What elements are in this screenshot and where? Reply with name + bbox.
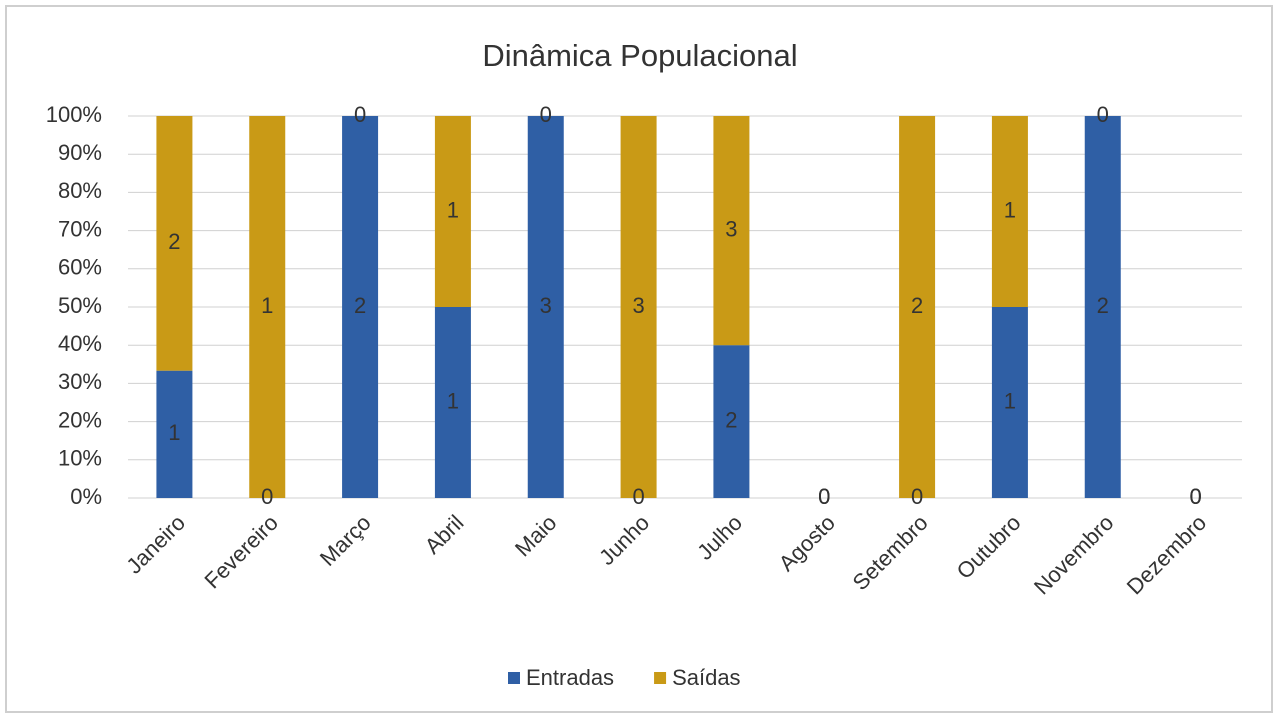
legend-swatch	[508, 672, 520, 684]
data-label: 0	[261, 484, 273, 509]
y-tick-label: 60%	[58, 255, 102, 280]
bar-segment	[991, 116, 1028, 307]
bar-segment	[620, 116, 657, 498]
data-label: 1	[261, 293, 273, 318]
bar-segment	[434, 116, 471, 307]
y-tick-label: 70%	[58, 216, 102, 241]
data-label: 3	[632, 293, 644, 318]
data-label: 0	[1189, 484, 1201, 509]
y-tick-label: 80%	[58, 178, 102, 203]
bar-segment	[899, 116, 936, 498]
bar-segment	[434, 307, 471, 498]
legend-label: Saídas	[672, 665, 741, 690]
data-label: 1	[168, 420, 180, 445]
legend-swatch	[654, 672, 667, 684]
data-label: 2	[354, 293, 366, 318]
bar-segment	[713, 116, 750, 346]
data-label: 0	[1189, 484, 1201, 509]
data-label: 0	[354, 102, 366, 127]
data-label: 1	[447, 388, 459, 413]
data-label: 1	[1004, 197, 1016, 222]
data-label: 0	[1097, 102, 1109, 127]
y-tick-label: 90%	[58, 140, 102, 165]
bar-segment	[156, 370, 193, 498]
data-label: 1	[1004, 388, 1016, 413]
y-tick-label: 20%	[58, 407, 102, 432]
data-label: 0	[818, 484, 830, 509]
bar-segment	[991, 307, 1028, 498]
data-label: 3	[540, 293, 552, 318]
bar-segment	[713, 345, 750, 498]
data-label: 2	[168, 229, 180, 254]
data-label: 2	[725, 407, 737, 432]
chart-title: Dinâmica Populacional	[482, 38, 797, 73]
y-tick-label: 10%	[58, 446, 102, 471]
bar-segment	[249, 116, 286, 498]
bar-segment	[156, 116, 193, 371]
data-label: 3	[725, 216, 737, 241]
data-label: 0	[818, 484, 830, 509]
data-label: 2	[911, 293, 923, 318]
y-tick-label: 50%	[58, 293, 102, 318]
y-tick-label: 100%	[46, 102, 102, 127]
data-label: 1	[447, 197, 459, 222]
y-tick-label: 0%	[70, 484, 102, 509]
bar-segment	[1084, 116, 1121, 498]
data-label: 0	[911, 484, 923, 509]
data-label: 2	[1097, 293, 1109, 318]
data-label: 0	[632, 484, 644, 509]
bar-segment	[342, 116, 379, 498]
y-tick-label: 40%	[58, 331, 102, 356]
y-tick-label: 30%	[58, 369, 102, 394]
legend-label: Entradas	[526, 665, 614, 690]
bar-segment	[527, 116, 564, 498]
data-label: 0	[540, 102, 552, 127]
